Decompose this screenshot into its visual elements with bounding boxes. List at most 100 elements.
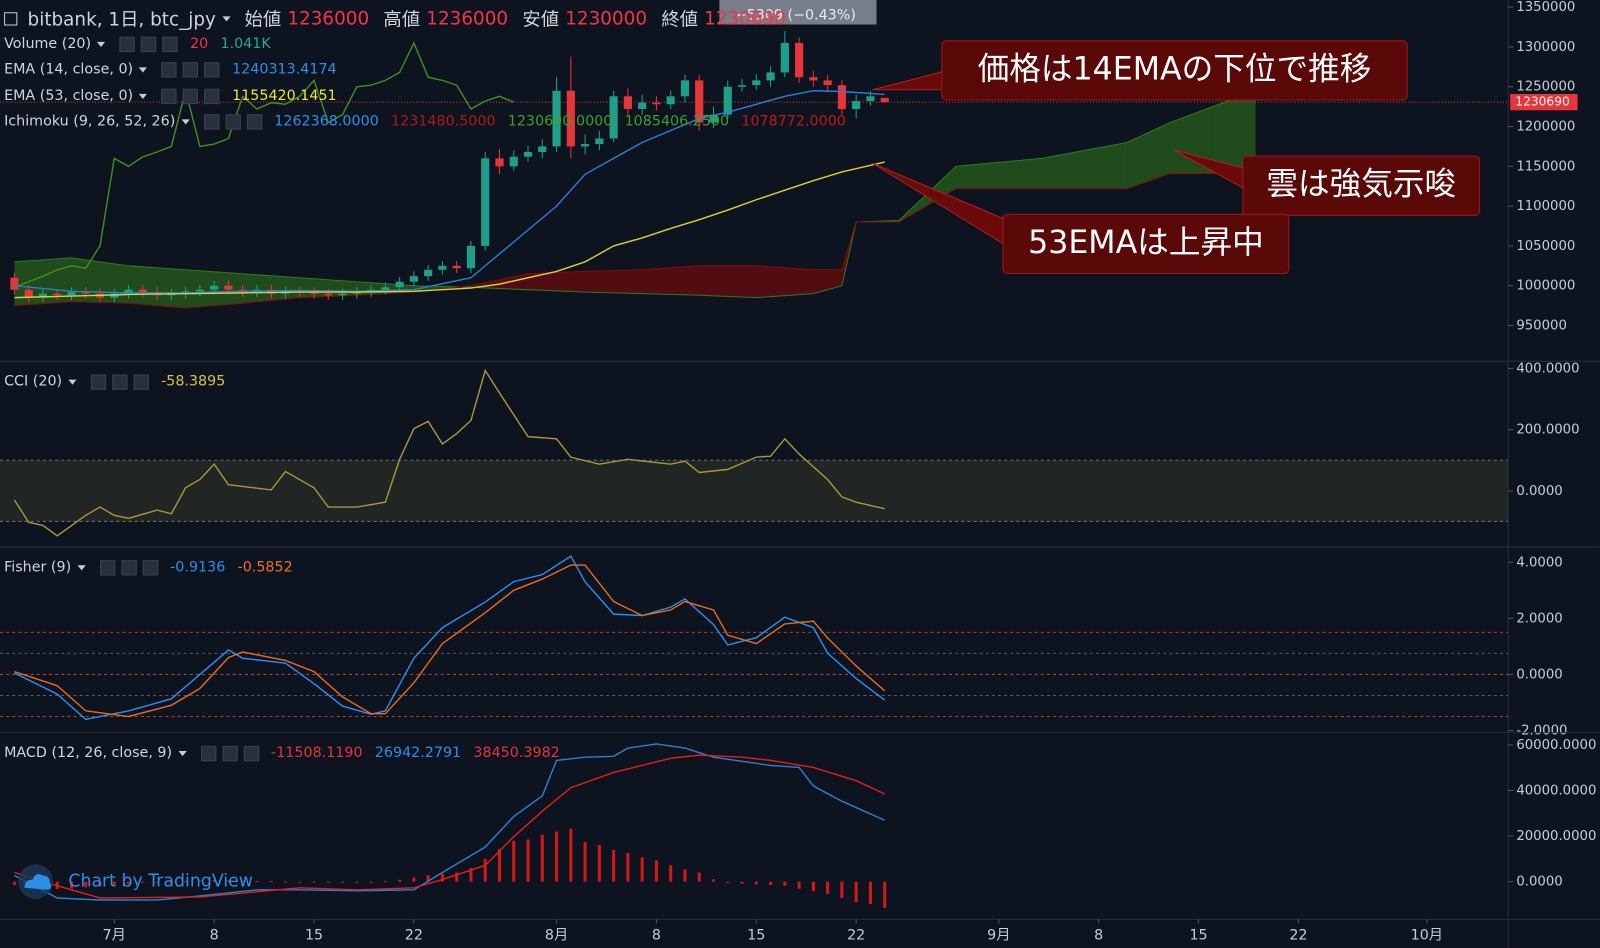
candle-body <box>623 96 632 110</box>
x-tick-label: 9月 <box>987 928 1010 944</box>
x-tick-label: 22 <box>847 928 865 944</box>
x-tick-label: 8 <box>652 928 661 944</box>
histogram-bar <box>84 881 88 888</box>
y-tick-label: 40000.0000 <box>1516 783 1596 798</box>
candle-body <box>438 265 447 270</box>
candle-body <box>466 245 476 269</box>
histogram-bar <box>526 839 530 882</box>
histogram-bar <box>469 867 473 882</box>
histogram-bar <box>426 875 430 882</box>
histogram-bar <box>868 881 872 905</box>
y-tick-label: 0.0000 <box>1516 667 1562 682</box>
candle-body <box>81 292 90 294</box>
histogram-bar <box>283 881 288 883</box>
candle-body <box>53 293 62 296</box>
candle-body <box>110 293 119 298</box>
histogram-bar <box>612 849 616 882</box>
cloud <box>1041 142 1128 189</box>
cloud <box>699 265 757 298</box>
candle-body <box>737 85 747 87</box>
histogram-bar <box>184 881 188 883</box>
candle-body <box>67 292 76 296</box>
histogram-bar <box>255 880 259 883</box>
y-tick-label: 0.0000 <box>1516 484 1562 499</box>
histogram-bar <box>540 834 544 882</box>
histogram-bar <box>597 844 601 882</box>
y-tick-label: 0.0000 <box>1516 875 1562 890</box>
x-tick-label: 7月 <box>103 928 126 944</box>
candle-body <box>509 156 518 167</box>
line <box>14 564 886 718</box>
cloud-span <box>14 90 1256 299</box>
y-tick-label: 1100000 <box>1516 199 1575 214</box>
histogram-bar <box>740 881 744 884</box>
cloud <box>128 265 186 308</box>
histogram-bar <box>412 877 416 882</box>
x-tick-label: 15 <box>305 928 323 944</box>
x-tick-label: 10月 <box>1411 928 1443 944</box>
candle-body <box>866 96 875 102</box>
candle-body <box>210 285 219 290</box>
histogram-bar <box>355 881 359 883</box>
histogram-bar <box>640 857 644 882</box>
candle-body <box>495 158 504 167</box>
candle-body <box>752 80 761 86</box>
y-tick-label: 1150000 <box>1516 159 1575 174</box>
x-tick-label: 22 <box>1289 928 1307 944</box>
candle-body <box>795 42 804 78</box>
last-price-tag <box>1510 93 1578 111</box>
histogram-bar <box>512 840 516 882</box>
annotation-box <box>1002 213 1290 274</box>
candle-body <box>395 281 404 288</box>
histogram-bar <box>326 881 330 883</box>
histogram-bar <box>854 881 858 903</box>
pane <box>0 368 1509 537</box>
histogram-bar <box>683 869 687 882</box>
candle-body <box>338 293 347 296</box>
x-tick-label: 15 <box>747 928 765 944</box>
histogram-bar <box>169 881 173 883</box>
candle-body <box>595 138 604 145</box>
line <box>14 754 885 899</box>
price-change: −5309 (−0.43%) <box>735 7 856 23</box>
candle-body <box>452 265 461 269</box>
pane <box>12 743 887 908</box>
candle-body <box>695 80 704 123</box>
last-price-label: 1230690 <box>1515 95 1570 109</box>
candle-body <box>837 85 846 110</box>
y-tick-label: 1050000 <box>1516 239 1575 254</box>
candle-body <box>852 101 861 110</box>
annotation-box <box>941 40 1408 101</box>
candle-body <box>581 144 590 147</box>
annotation-arrow <box>872 70 945 91</box>
histogram-bar <box>726 881 730 883</box>
candle-body <box>24 289 33 298</box>
watermark-cloud <box>24 874 52 890</box>
histogram-bar <box>269 881 273 883</box>
histogram-bar <box>241 880 245 882</box>
cloud-span <box>14 172 1256 309</box>
histogram-bar <box>697 872 701 882</box>
candle-body <box>224 285 233 290</box>
histogram-bar <box>440 873 444 882</box>
line <box>13 368 885 537</box>
candle-body <box>609 96 618 139</box>
histogram-bar <box>555 831 559 882</box>
candle-body <box>552 90 561 147</box>
histogram-bar <box>127 881 131 884</box>
histogram-bar <box>654 860 658 882</box>
line <box>14 41 515 288</box>
histogram-bar <box>711 879 716 882</box>
candle-body <box>566 90 575 147</box>
y-tick-label: 1000000 <box>1516 279 1575 294</box>
y-tick-label: 1250000 <box>1516 80 1575 95</box>
candle-body <box>352 292 361 294</box>
cloud <box>585 269 643 294</box>
candle-body <box>638 102 647 110</box>
candle-body <box>723 86 732 115</box>
cloud <box>1170 106 1213 174</box>
candle-body <box>409 276 418 282</box>
candle-body <box>823 80 832 86</box>
